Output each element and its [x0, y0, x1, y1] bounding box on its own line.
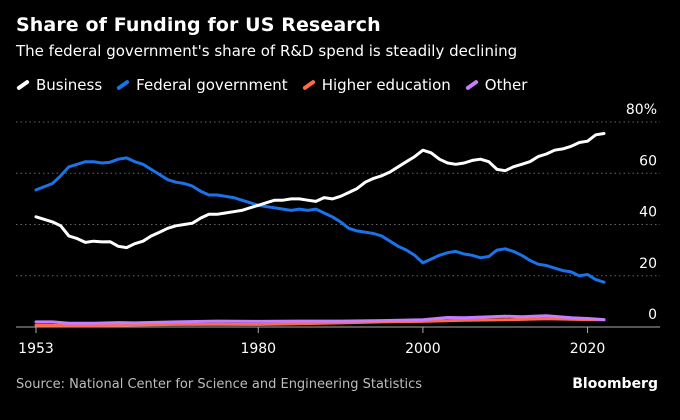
x-tick-label-1980: 1980 — [240, 341, 276, 357]
legend-item-federal: Federal government — [116, 76, 288, 94]
x-tick-label-2020: 2020 — [570, 341, 606, 357]
series-line-higher-education — [34, 317, 606, 327]
series-line-other — [34, 314, 606, 325]
legend-item-higher-education: Higher education — [301, 76, 451, 94]
chart-legend: Business Federal government Higher educa… — [16, 76, 527, 94]
y-tick-label-20: 20 — [639, 256, 657, 272]
legend-item-other: Other — [464, 76, 528, 94]
series-line-business — [34, 132, 606, 250]
x-tick-label-2000: 2000 — [405, 341, 441, 357]
source-note: Source: National Center for Science and … — [16, 377, 423, 392]
chart-title: Share of Funding for US Research — [16, 14, 381, 36]
legend-item-business: Business — [16, 76, 102, 94]
chart-subtitle: The federal government's share of R&D sp… — [16, 42, 518, 60]
series-line-federal-government — [34, 156, 606, 284]
bloomberg-logo: Bloomberg — [572, 376, 658, 392]
y-tick-label-0: 0 — [648, 307, 657, 323]
x-tick-label-1953: 1953 — [18, 341, 54, 357]
legend-label-higher-education: Higher education — [321, 76, 451, 94]
legend-label-business: Business — [36, 76, 103, 94]
y-tick-label-40: 40 — [639, 205, 657, 221]
legend-label-federal: Federal government — [136, 76, 288, 94]
y-tick-label-80: 80% — [626, 102, 657, 118]
y-tick-label-60: 60 — [639, 153, 657, 169]
legend-label-other: Other — [484, 76, 528, 94]
